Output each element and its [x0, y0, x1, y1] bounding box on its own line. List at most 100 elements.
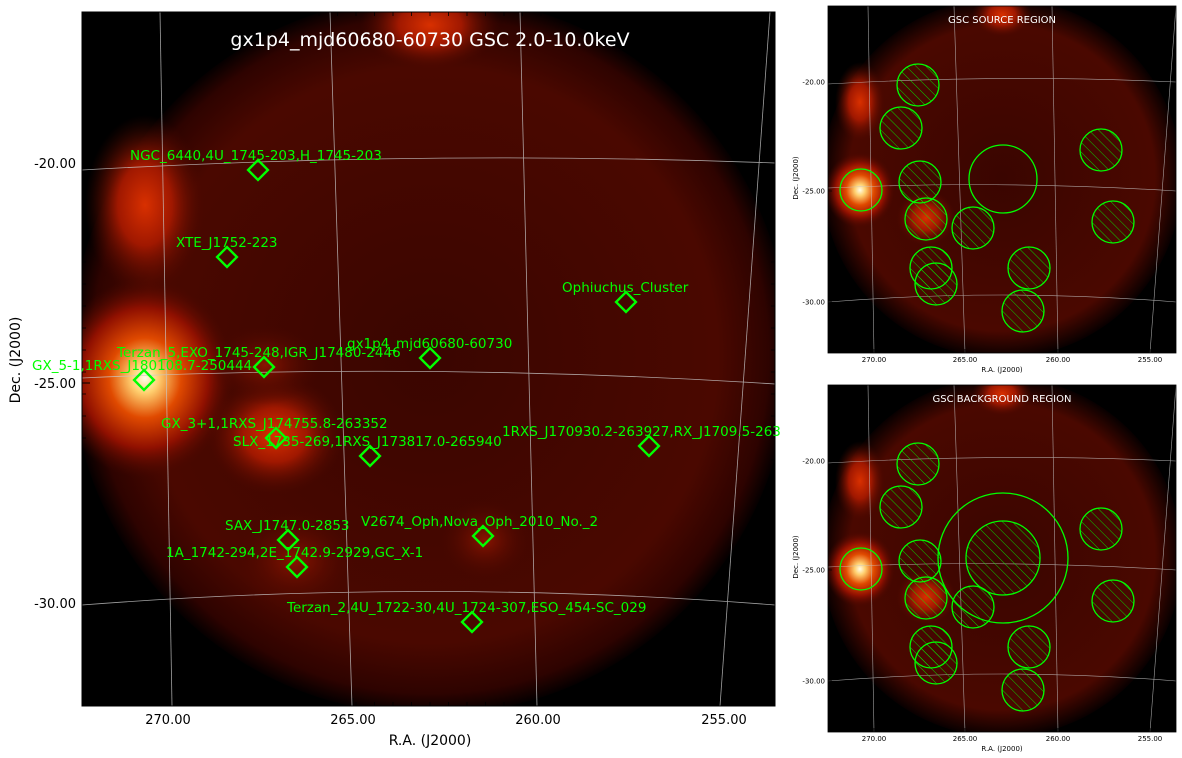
x-tick-label: 255.00: [701, 713, 747, 728]
y-tick-label: -20.00: [802, 79, 825, 87]
exclusion-region: [839, 547, 883, 591]
y-tick-label: -20.00: [34, 157, 76, 172]
main-y-ticks: -20.00 -25.00 -30.00: [34, 157, 90, 612]
main-panel: gx1p4_mjd60680-60730 GSC 2.0-10.0keV NGC…: [8, 11, 781, 749]
source-label: GX_5-1,1RXS_J180108.7-250444: [32, 358, 252, 374]
background-x-axis-title: R.A. (J2000): [981, 745, 1023, 753]
coordinate-grid: [82, 12, 775, 706]
source-label: Ophiuchus_Cluster: [562, 280, 689, 296]
main-x-axis-title: R.A. (J2000): [389, 733, 472, 749]
exclusion-region: [951, 206, 995, 250]
x-tick-label: 260.00: [1046, 356, 1071, 364]
exclusion-region: [914, 262, 958, 306]
main-title: gx1p4_mjd60680-60730 GSC 2.0-10.0keV: [230, 29, 629, 51]
source-label: 1A_1742-294,2E_1742.9-2929,GC_X-1: [166, 545, 423, 561]
source-label: Terzan_2,4U_1722-30,4U_1724-307,ESO_454-…: [286, 600, 646, 616]
faint-spot-v2674: [440, 500, 530, 580]
source-marker: [285, 555, 309, 579]
background-panel-title: GSC BACKGROUND REGION: [933, 394, 1072, 405]
source-label: gx1p4_mjd60680-60730: [347, 336, 512, 352]
hot-spot-gx5-1: [82, 278, 235, 478]
exclusion-region: [914, 641, 958, 685]
source-marker: [471, 524, 495, 548]
background-region-panel: GSC BACKGROUND REGION 270.00 265.00 260.00…: [790, 379, 1182, 758]
source-label: GX_3+1,1RXS_J174755.8-263352: [161, 416, 388, 432]
background-region-circles: [839, 442, 1135, 712]
x-tick-label: 265.00: [330, 713, 376, 728]
hot-spot-ngc6440: [85, 115, 205, 295]
exclusion-region: [965, 520, 1041, 596]
source-marker: [246, 158, 270, 182]
source-marker: [132, 368, 156, 392]
y-tick-label: -30.00: [802, 678, 825, 686]
exclusion-region: [951, 585, 995, 629]
exclusion-region: [1007, 625, 1051, 669]
source-marker: [276, 528, 300, 552]
x-tick-label: 255.00: [1138, 735, 1163, 743]
background-region-plot: GSC BACKGROUND REGION 270.00 265.00 260.00…: [792, 384, 1177, 753]
x-tick-label: 265.00: [953, 356, 978, 364]
y-tick-label: -25.00: [802, 567, 825, 575]
exclusion-region: [1001, 289, 1045, 333]
exclusion-region: [1079, 507, 1123, 551]
exclusion-region: [1091, 200, 1135, 244]
source-marker: [252, 355, 276, 379]
y-tick-label: -25.00: [802, 188, 825, 196]
source-marker: [215, 245, 239, 269]
source-label: V2674_Oph,Nova_Oph_2010_No._2: [361, 514, 598, 530]
source-region-circles: [839, 63, 1135, 333]
y-tick-label: -20.00: [802, 458, 825, 466]
exclusion-region: [904, 197, 948, 241]
y-tick-label: -25.00: [34, 377, 76, 392]
exclusion-region: [1007, 246, 1051, 290]
source-marker: [614, 290, 638, 314]
x-tick-label: 270.00: [145, 713, 191, 728]
source-region-panel: GSC SOURCE REGION 270.00 265.00 260.00 255.…: [790, 0, 1182, 379]
main-y-axis-title: Dec. (J2000): [8, 317, 24, 404]
source-marker: [460, 610, 484, 634]
source-marker: [418, 346, 442, 370]
exclusion-region: [1079, 128, 1123, 172]
exclusion-region: [839, 168, 883, 212]
x-tick-label: 265.00: [953, 735, 978, 743]
exclusion-region: [898, 160, 942, 204]
source-label: Terzan_5,EXO_1745-248,IGR_J17480-2446: [116, 345, 401, 361]
background-y-ticks: -20.00 -25.00 -30.00: [802, 458, 832, 686]
main-plot: gx1p4_mjd60680-60730 GSC 2.0-10.0keV NGC…: [8, 11, 781, 749]
source-marker: [264, 426, 288, 450]
source-label: XTE_J1752-223: [176, 235, 278, 251]
source-y-ticks: -20.00 -25.00 -30.00: [802, 79, 832, 307]
x-tick-label: 260.00: [515, 713, 561, 728]
main-sources: NGC_6440,4U_1745-203,H_1745-203 XTE_J1752…: [32, 148, 781, 634]
x-tick-label: 270.00: [862, 356, 887, 364]
background-y-axis-title: Dec. (J2000): [792, 535, 800, 579]
source-region-plot: GSC SOURCE REGION 270.00 265.00 260.00 255.…: [792, 5, 1177, 374]
exclusion-region: [1001, 668, 1045, 712]
x-tick-label: 255.00: [1138, 356, 1163, 364]
main-x-ticks: 270.00 265.00 260.00 255.00: [145, 698, 747, 728]
background-annulus: [937, 492, 1069, 624]
x-tick-label: 260.00: [1046, 735, 1071, 743]
background-x-ticks: 270.00 265.00 260.00 255.00: [862, 728, 1163, 743]
exclusion-region: [898, 539, 942, 583]
exclusion-region: [1091, 579, 1135, 623]
exclusion-region: [968, 144, 1038, 214]
source-marker: [358, 444, 382, 468]
hot-spot-gx3-1: [205, 375, 345, 495]
source-label: 1RXS_J170930.2-263927,RX_J1709.5-263: [502, 424, 781, 440]
exclusion-region: [896, 63, 940, 107]
y-tick-label: -30.00: [802, 299, 825, 307]
exclusion-region: [904, 576, 948, 620]
hot-spot-top: [360, 12, 500, 70]
exclusion-region: [879, 485, 923, 529]
x-tick-label: 270.00: [862, 735, 887, 743]
source-marker: [637, 434, 661, 458]
source-label: SLX_1735-269,1RXS_J173817.0-265940: [233, 434, 502, 450]
y-tick-label: -30.00: [34, 597, 76, 612]
source-label: SAX_J1747.0-2853: [225, 518, 350, 534]
source-y-axis-title: Dec. (J2000): [792, 156, 800, 200]
main-minor-ticks: [82, 12, 775, 706]
source-panel-title: GSC SOURCE REGION: [948, 15, 1056, 26]
source-label: NGC_6440,4U_1745-203,H_1745-203: [130, 148, 382, 164]
source-x-axis-title: R.A. (J2000): [981, 366, 1023, 374]
